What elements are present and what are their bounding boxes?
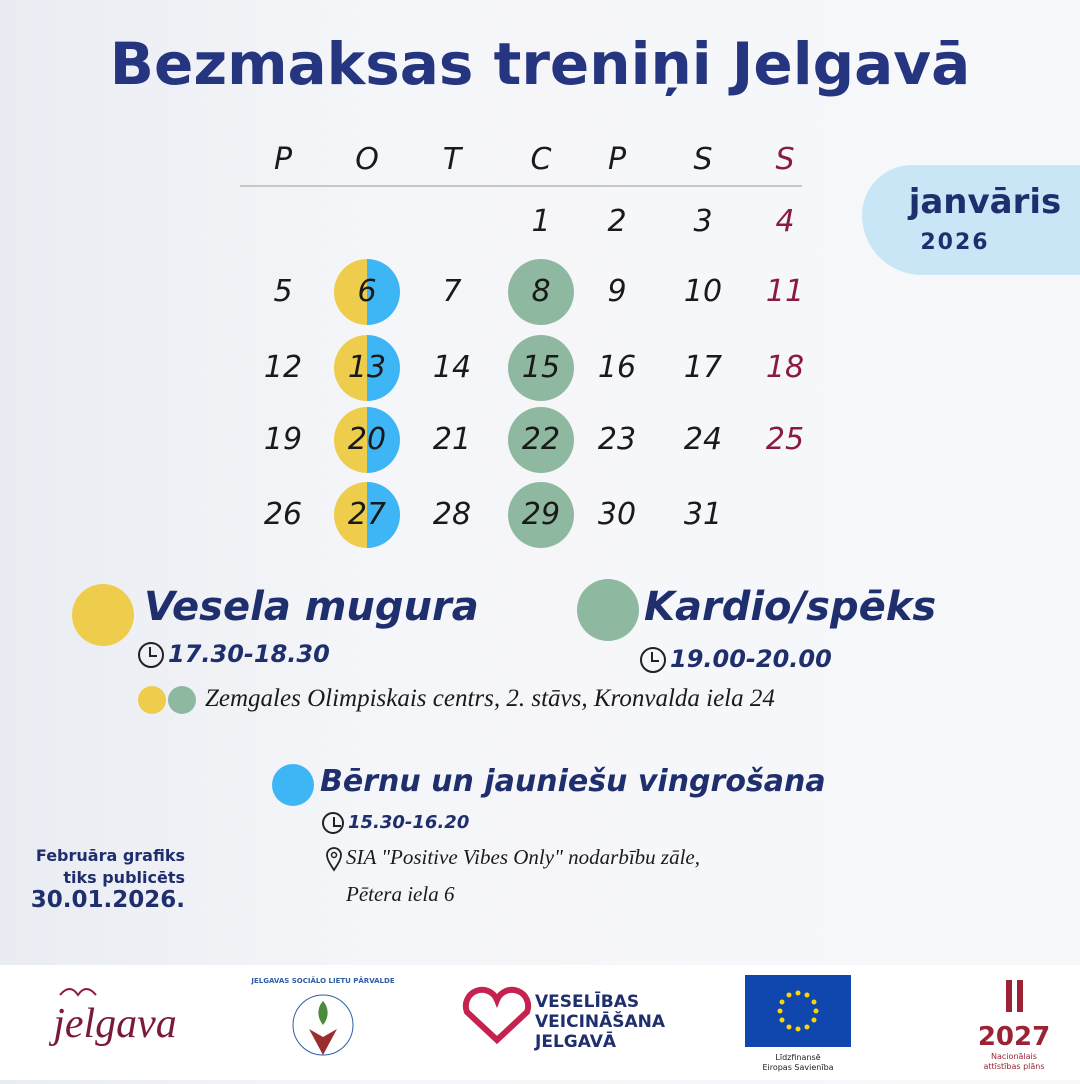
day: 19 — [263, 422, 303, 457]
day: 7 — [442, 274, 462, 309]
logos: jelgava JELGAVAS SOCIĀLO LIETU PĀRVALDE … — [48, 975, 1050, 1072]
footer: jelgava JELGAVAS SOCIĀLO LIETU PĀRVALDE … — [0, 965, 1080, 1080]
day: 27 — [347, 497, 387, 532]
day: 14 — [432, 350, 472, 385]
day: 9 — [607, 274, 627, 309]
notice-date: 30.01.2026. — [30, 887, 185, 913]
session-circle — [508, 335, 574, 401]
calendar-rule — [240, 185, 802, 187]
notice-line: tiks publicēts — [63, 868, 185, 887]
clock-icon — [138, 642, 164, 668]
logo-jelgava: jelgava — [48, 1001, 177, 1047]
legend-dot — [272, 764, 314, 806]
legend-dot — [577, 579, 639, 641]
day: 5 — [273, 274, 293, 309]
notice: Februāra grafiks tiks publicēts 30.01.20… — [0, 845, 185, 913]
weekday: T — [442, 142, 462, 177]
logo-nap: Nacionālais — [991, 1052, 1037, 1061]
weekday: S — [693, 142, 713, 177]
day: 2 — [607, 204, 627, 239]
day: 10 — [683, 274, 723, 309]
day: 28 — [432, 497, 472, 532]
day: 15 — [521, 350, 561, 385]
time-text: 19.00-20.00 — [670, 645, 832, 673]
legend-dot — [72, 584, 134, 646]
program-time: 15.30-16.20 — [322, 812, 469, 834]
logo-health: VESELĪBAS — [535, 990, 639, 1012]
day: 21 — [432, 422, 472, 457]
program-time: 17.30-18.30 — [138, 640, 330, 668]
day: 24 — [683, 422, 723, 457]
location: Zemgales Olimpiskais centrs, 2. stāvs, K… — [205, 685, 775, 712]
weekday: P — [607, 142, 627, 177]
day: 29 — [521, 497, 561, 532]
kids-location: Pētera iela 6 — [346, 882, 455, 906]
title: Bezmaksas treniņi Jelgavā — [109, 30, 971, 98]
day: 16 — [597, 350, 637, 385]
session-circle — [508, 259, 574, 325]
calendar: P O T C P S S 1 2 3 4 5 6 7 8 9 10 11 12 13 14 15 16 17 18 19 20 21… — [263, 142, 805, 548]
day: 13 — [347, 350, 387, 385]
day: 17 — [683, 350, 723, 385]
program-name: Kardio/spēks — [644, 584, 937, 630]
program-time: 19.00-20.00 — [640, 645, 832, 673]
time-text: 17.30-18.30 — [168, 640, 330, 668]
session-circle — [508, 482, 574, 548]
logo-social: JELGAVAS SOCIĀLO LIETU PĀRVALDE — [250, 976, 394, 985]
month-name: janvāris — [908, 182, 1062, 222]
session-circle — [334, 407, 400, 473]
day: 11 — [765, 274, 805, 309]
location-dot — [138, 686, 166, 714]
day: 6 — [357, 274, 377, 309]
day: 25 — [765, 422, 805, 457]
weekday: P — [273, 142, 293, 177]
clock-icon — [640, 647, 666, 673]
session-circle — [334, 482, 400, 548]
day: 31 — [683, 497, 723, 532]
day: 18 — [765, 350, 805, 385]
day: 30 — [597, 497, 637, 532]
day: 1 — [531, 204, 551, 239]
weekday: O — [355, 142, 379, 177]
month-badge — [862, 165, 1080, 275]
pin-icon — [326, 847, 342, 872]
location-dot — [168, 686, 196, 714]
day: 26 — [263, 497, 303, 532]
logo-nap-year: 2027 — [978, 1022, 1050, 1052]
notice-line: Februāra grafiks — [35, 846, 185, 865]
logo-nap: attīstības plāns — [983, 1062, 1044, 1071]
kids-location: SIA "Positive Vibes Only" nodarbību zāle… — [346, 845, 700, 869]
day: 4 — [775, 204, 795, 239]
clock-icon — [322, 812, 344, 834]
program-name: Bērnu un jauniešu vingrošana — [320, 764, 826, 799]
time-text: 15.30-16.20 — [348, 812, 470, 833]
logo-health: JELGAVĀ — [534, 1030, 617, 1052]
logo-eu: Līdzfinansē — [775, 1053, 820, 1062]
day: 12 — [263, 350, 303, 385]
day: 23 — [597, 422, 637, 457]
session-circle — [508, 407, 574, 473]
weekday: C — [530, 142, 552, 177]
month-year: 2026 — [920, 230, 990, 255]
weekday: S — [775, 142, 795, 177]
logo-health: VEICINĀŠANA — [535, 1010, 666, 1032]
session-circle — [334, 259, 400, 325]
logo-eu: Eiropas Savienība — [762, 1063, 833, 1072]
day: 20 — [347, 422, 387, 457]
day: 3 — [693, 204, 713, 239]
day: 22 — [521, 422, 561, 457]
day: 8 — [531, 274, 551, 309]
session-circle — [334, 335, 400, 401]
program-name: Vesela mugura — [144, 584, 479, 630]
